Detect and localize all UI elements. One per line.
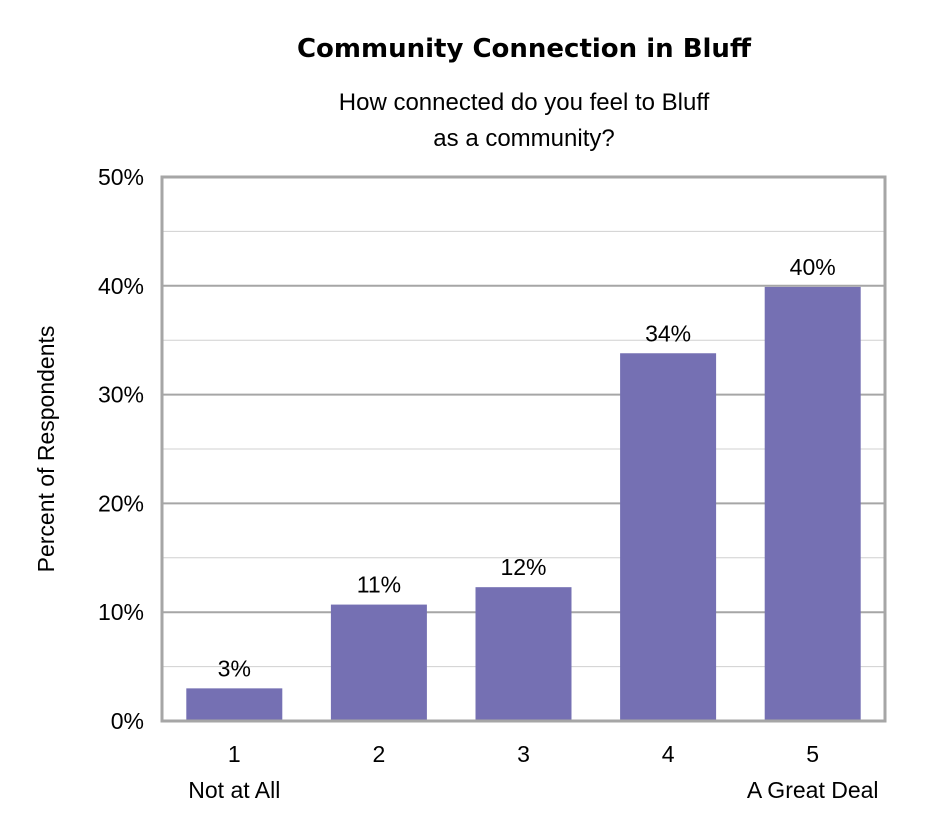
bar-3 [475,587,572,721]
x-tick-label: 5 [806,741,819,767]
bar-5 [764,286,861,721]
bar-4 [620,353,717,721]
data-label: 11% [357,572,401,598]
data-label: 40% [790,254,836,280]
y-tick-label: 30% [98,382,144,408]
y-tick-label: 0% [111,708,144,734]
y-tick-label: 20% [98,490,144,516]
plot-frame [160,175,887,723]
y-tick-label: 40% [98,273,144,299]
x-tick-label: 1 [228,741,241,767]
x-tick-sublabel: Not at All [188,777,280,803]
chart-subtitle-line-2: as a community? [433,125,614,152]
chart-subtitle-line-1: How connected do you feel to Bluff [339,89,710,116]
x-tick-sublabel: A Great Deal [747,777,879,803]
data-label: 3% [218,655,251,681]
x-tick-label: 3 [517,741,530,767]
y-axis-label: Percent of Respondents [33,326,59,573]
y-tick-label: 10% [98,599,144,625]
chart-title: Community Connection in Bluff [297,34,752,64]
x-tick-label: 4 [662,741,675,767]
data-label: 34% [645,320,691,346]
data-label: 12% [500,554,546,580]
x-tick-label: 2 [373,741,386,767]
y-tick-label: 50% [98,164,144,190]
bar-2 [330,604,427,721]
bar-1 [186,688,283,721]
